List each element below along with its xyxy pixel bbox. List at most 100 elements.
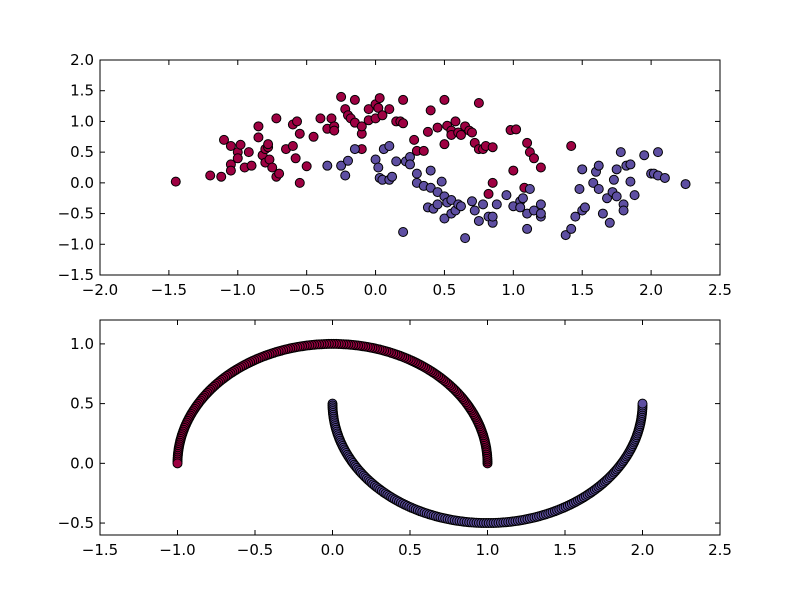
data-point <box>219 134 229 145</box>
data-point <box>374 93 385 104</box>
data-point <box>535 162 546 173</box>
data-point <box>625 176 636 187</box>
x-tick-label: 1.5 <box>553 541 577 559</box>
data-point <box>604 217 615 228</box>
data-point <box>478 199 489 210</box>
data-point <box>535 208 546 219</box>
data-point <box>301 161 312 172</box>
data-point <box>522 137 533 148</box>
data-point <box>294 177 305 188</box>
data-point <box>422 126 433 137</box>
data-point <box>501 190 512 201</box>
data-point <box>336 91 347 102</box>
x-tick-label: 0.0 <box>321 541 345 559</box>
data-point <box>560 230 571 241</box>
data-point <box>487 211 498 222</box>
data-point <box>570 211 581 222</box>
y-tick-label: 0.5 <box>70 143 94 161</box>
data-point <box>216 171 227 182</box>
data-point <box>473 215 484 226</box>
data-point <box>384 141 395 151</box>
data-point <box>253 121 264 132</box>
data-point <box>294 128 305 139</box>
data-point <box>517 193 528 204</box>
data-point <box>460 233 471 244</box>
data-point <box>659 172 670 183</box>
data-point <box>290 153 301 164</box>
data-point <box>349 94 360 105</box>
data-point <box>384 104 395 115</box>
data-point <box>450 116 461 127</box>
data-point <box>611 191 622 202</box>
data-point <box>593 184 604 194</box>
x-tick-label: 0.5 <box>398 541 422 559</box>
x-tick-label: −1.0 <box>159 541 195 559</box>
x-tick-label: 2.5 <box>708 541 732 559</box>
x-tick-label: 1.0 <box>501 281 525 299</box>
data-point <box>432 199 443 210</box>
data-point <box>409 134 420 145</box>
y-tick-label: 1.0 <box>70 335 94 353</box>
x-tick-label: −0.5 <box>237 541 273 559</box>
data-point <box>405 159 415 170</box>
data-point <box>618 205 629 216</box>
data-point <box>170 176 181 187</box>
data-point <box>439 213 450 224</box>
data-point <box>625 159 636 170</box>
data-point <box>411 168 422 179</box>
points-layer <box>172 338 648 529</box>
data-point <box>577 164 588 175</box>
y-tick-label: 0.0 <box>70 454 94 472</box>
data-point <box>566 223 577 234</box>
data-point <box>579 202 590 213</box>
data-point <box>593 160 604 171</box>
data-point <box>387 171 398 182</box>
x-tick-label: 0.0 <box>364 281 388 299</box>
data-point <box>522 223 533 234</box>
data-point <box>529 153 539 164</box>
data-point <box>629 190 640 201</box>
data-point <box>637 398 648 409</box>
data-point <box>418 145 429 156</box>
data-point <box>639 150 650 161</box>
data-point <box>243 147 254 158</box>
data-point <box>398 227 409 237</box>
x-tick-label: 2.0 <box>631 541 655 559</box>
data-point <box>322 160 333 171</box>
data-point <box>373 162 384 173</box>
x-tick-label: 1.5 <box>570 281 594 299</box>
x-tick-label: −1.0 <box>220 281 256 299</box>
data-point <box>267 162 278 173</box>
y-tick-label: −0.5 <box>58 205 94 223</box>
x-tick-label: 1.0 <box>476 541 500 559</box>
data-point <box>455 129 466 140</box>
data-point <box>439 139 450 150</box>
x-tick-label: −0.5 <box>288 281 324 299</box>
data-point <box>467 196 477 207</box>
top-scatter-axes: −2.0 −1.5 −1.0 −0.5 0.0 0.5 1.0 1.5 2.0 2.5−1.5−1… <box>58 51 732 299</box>
y-tick-label: −1.5 <box>58 266 94 284</box>
data-point <box>205 170 216 181</box>
data-point <box>363 104 374 115</box>
data-point <box>425 105 436 116</box>
data-point <box>597 208 608 219</box>
bottom-moons-axes: −1.5 −1.0 −0.5 0.0 0.5 1.0 1.5 2.0 2.5 −0.5 0.0 0.5… <box>58 319 732 559</box>
data-point <box>515 202 526 213</box>
data-point <box>432 122 443 133</box>
data-point <box>611 164 622 175</box>
data-point <box>615 147 626 158</box>
x-tick-label: 2.5 <box>708 281 732 299</box>
y-tick-label: 2.0 <box>70 51 94 69</box>
data-point <box>588 177 599 188</box>
data-point <box>232 153 243 164</box>
x-tick-label: 0.5 <box>433 281 457 299</box>
x-tick-label: −1.5 <box>151 281 187 299</box>
data-point <box>508 165 519 176</box>
y-tick-label: 0.0 <box>70 174 94 192</box>
data-point <box>343 155 353 166</box>
y-tick-label: −1.0 <box>58 235 94 253</box>
data-point <box>487 142 498 153</box>
data-point <box>398 94 409 105</box>
data-point <box>271 113 282 124</box>
data-point <box>292 116 303 127</box>
